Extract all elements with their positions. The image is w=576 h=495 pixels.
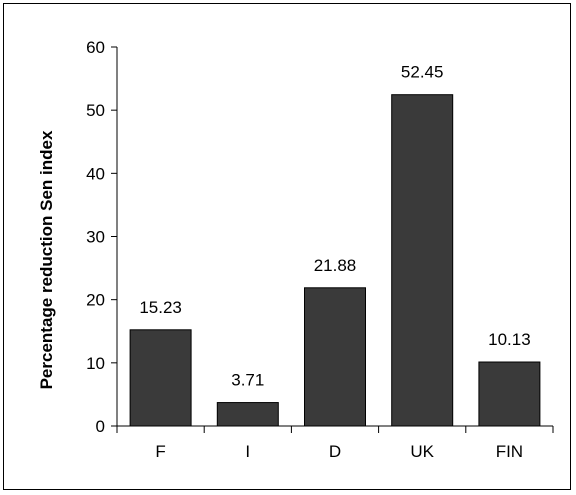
bar-fin	[478, 361, 541, 427]
bar-i	[216, 402, 279, 427]
bar-uk	[391, 94, 454, 427]
bar-d	[304, 287, 366, 427]
x-category-label-fin: FIN	[496, 442, 523, 461]
data-label-d: 21.88	[314, 256, 357, 275]
y-tick-label: 40	[86, 164, 105, 183]
bar-f	[129, 329, 192, 427]
x-category-label-d: D	[329, 442, 341, 461]
x-category-label-uk: UK	[410, 442, 434, 461]
y-tick-label: 60	[86, 38, 105, 57]
y-tick-label: 20	[86, 291, 105, 310]
y-tick-label: 10	[86, 354, 105, 373]
data-label-i: 3.71	[231, 371, 264, 390]
data-label-f: 15.23	[139, 298, 182, 317]
x-category-label-i: I	[245, 442, 250, 461]
y-axis-title: Percentage reduction Sen index	[37, 130, 56, 389]
y-tick-label: 0	[96, 417, 105, 436]
y-tick-label: 30	[86, 228, 105, 247]
chart-frame	[3, 3, 571, 490]
x-category-label-f: F	[155, 442, 165, 461]
plot-area: 0 10 20 30 40 50 60 15.23 F 3.71 I 21.88 D 52.45 UK 10.…	[86, 38, 554, 461]
data-label-uk: 52.45	[401, 63, 444, 82]
data-label-fin: 10.13	[488, 330, 531, 349]
y-tick-label: 50	[86, 101, 105, 120]
